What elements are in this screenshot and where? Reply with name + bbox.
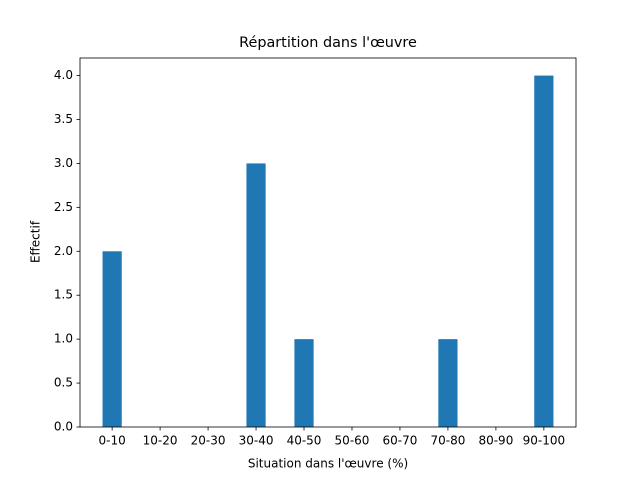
x-tick-label: 30-40: [239, 434, 274, 448]
x-tick-label: 70-80: [430, 434, 465, 448]
bar: [246, 163, 266, 427]
y-tick-label: 3.5: [54, 112, 73, 126]
y-tick-label: 2.5: [54, 200, 73, 214]
bar: [534, 75, 554, 428]
bar: [294, 339, 314, 427]
plot-frame: [79, 57, 577, 428]
x-tick-label: 20-30: [191, 434, 226, 448]
x-tick-label: 10-20: [143, 434, 178, 448]
x-tick-label: 40-50: [287, 434, 322, 448]
chart-title: Répartition dans l'œuvre: [239, 35, 417, 51]
x-tick-label: 60-70: [383, 434, 418, 448]
bar: [102, 251, 122, 427]
y-tick-label: 2.0: [54, 244, 73, 258]
x-tick-label: 80-90: [478, 434, 513, 448]
y-tick-label: 1.0: [54, 332, 73, 346]
x-tick-label: 90-100: [523, 434, 566, 448]
y-tick-label: 3.0: [54, 156, 73, 170]
x-axis-label: Situation dans l'œuvre (%): [248, 457, 408, 471]
y-tick-label: 0.0: [54, 420, 73, 434]
x-tick-label: 50-60: [335, 434, 370, 448]
bar: [438, 339, 458, 427]
y-tick-label: 4.0: [54, 68, 73, 82]
y-axis-label: Effectif: [29, 220, 43, 263]
y-tick-label: 0.5: [54, 376, 73, 390]
x-tick-label: 0-10: [99, 434, 126, 448]
y-tick-label: 1.5: [54, 288, 73, 302]
